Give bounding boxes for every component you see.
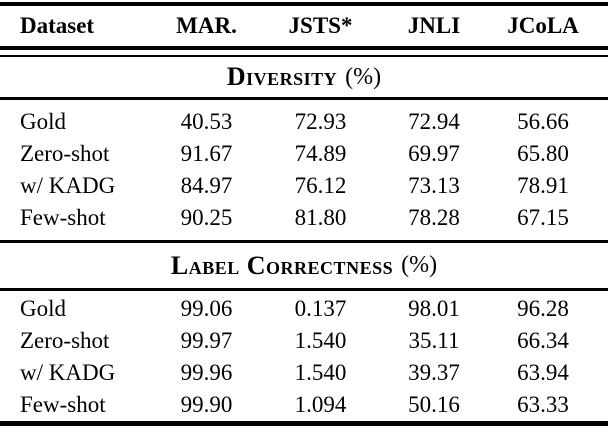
section-rule bbox=[0, 97, 608, 100]
section-rule bbox=[0, 288, 608, 291]
column-header-mar: MAR. bbox=[176, 13, 237, 38]
row-label: Few-shot bbox=[20, 205, 106, 230]
row-label: w/ KADG bbox=[20, 173, 116, 198]
value-cell: 91.67 bbox=[180, 141, 233, 166]
section-unit-label: (%) bbox=[345, 63, 382, 90]
section-rule bbox=[0, 240, 608, 243]
value-cell: 84.97 bbox=[180, 173, 233, 198]
table-row: Gold 40.53 72.93 72.94 56.66 bbox=[0, 106, 608, 138]
value-cell: 81.80 bbox=[294, 205, 347, 230]
value-cell: 63.33 bbox=[517, 392, 569, 417]
value-cell: 56.66 bbox=[517, 109, 569, 134]
section-header-diversity: Diversity (%) bbox=[0, 57, 608, 97]
section-title: Diversity bbox=[226, 62, 338, 91]
value-cell: 74.89 bbox=[294, 141, 347, 166]
value-cell: 98.01 bbox=[408, 296, 460, 321]
value-cell: 35.11 bbox=[408, 328, 460, 353]
value-cell: 72.94 bbox=[408, 109, 460, 134]
row-label: Gold bbox=[20, 109, 66, 134]
row-label: Zero-shot bbox=[20, 141, 110, 166]
table-row: Zero-shot 91.67 74.89 69.97 65.80 bbox=[0, 138, 608, 170]
value-cell: 63.94 bbox=[517, 360, 569, 385]
value-cell: 65.80 bbox=[517, 141, 569, 166]
value-cell: 96.28 bbox=[517, 296, 569, 321]
value-cell: 99.97 bbox=[180, 328, 233, 353]
table-row: Few-shot 90.25 81.80 78.28 67.15 bbox=[0, 202, 608, 234]
row-label: Few-shot bbox=[20, 392, 106, 417]
value-cell: 1.540 bbox=[294, 360, 347, 385]
section-title: Label Correctness bbox=[170, 250, 394, 280]
value-cell: 1.094 bbox=[294, 392, 347, 417]
value-cell: 50.16 bbox=[408, 392, 460, 417]
table-row: Few-shot 99.90 1.094 50.16 63.33 bbox=[0, 389, 608, 421]
value-cell: 73.13 bbox=[408, 173, 460, 198]
bottom-rule bbox=[0, 421, 608, 426]
value-cell: 76.12 bbox=[294, 173, 347, 198]
value-cell: 99.96 bbox=[180, 360, 233, 385]
table-row: w/ KADG 84.97 76.12 73.13 78.91 bbox=[0, 170, 608, 202]
value-cell: 99.06 bbox=[180, 296, 233, 321]
value-cell: 0.137 bbox=[294, 296, 347, 321]
value-cell: 78.91 bbox=[517, 173, 569, 198]
value-cell: 67.15 bbox=[517, 205, 569, 230]
column-header-jcola: JCoLA bbox=[507, 13, 579, 38]
value-cell: 99.90 bbox=[180, 392, 233, 417]
column-header-jnli: JNLI bbox=[407, 13, 461, 38]
top-rule bbox=[0, 2, 608, 6]
section-header-label-correctness: Label Correctness (%) bbox=[0, 243, 608, 288]
column-header-dataset: Dataset bbox=[20, 13, 95, 38]
table-row: Gold 99.06 0.137 98.01 96.28 bbox=[0, 293, 608, 325]
value-cell: 72.93 bbox=[294, 109, 347, 134]
value-cell: 1.540 bbox=[294, 328, 347, 353]
header-double-rule bbox=[0, 46, 608, 57]
value-cell: 66.34 bbox=[517, 328, 569, 353]
table-row: w/ KADG 99.96 1.540 39.37 63.94 bbox=[0, 357, 608, 389]
row-label: Zero-shot bbox=[20, 328, 110, 353]
value-cell: 40.53 bbox=[180, 109, 233, 134]
value-cell: 78.28 bbox=[408, 205, 460, 230]
diversity-section-body: Gold 40.53 72.93 72.94 56.66 Zero-shot 9… bbox=[0, 100, 608, 240]
row-label: Gold bbox=[20, 296, 66, 321]
value-cell: 39.37 bbox=[408, 360, 460, 385]
row-label: w/ KADG bbox=[20, 360, 116, 385]
section-unit-label: (%) bbox=[401, 252, 438, 278]
label-correctness-section-body: Gold 99.06 0.137 98.01 96.28 Zero-shot 9… bbox=[0, 291, 608, 421]
column-header-jsts: JSTS* bbox=[288, 13, 353, 38]
value-cell: 69.97 bbox=[408, 141, 460, 166]
value-cell: 90.25 bbox=[180, 205, 233, 230]
table-row: Zero-shot 99.97 1.540 35.11 66.34 bbox=[0, 325, 608, 357]
table-header-row: Dataset MAR. JSTS* JNLI JCoLA bbox=[0, 6, 608, 46]
